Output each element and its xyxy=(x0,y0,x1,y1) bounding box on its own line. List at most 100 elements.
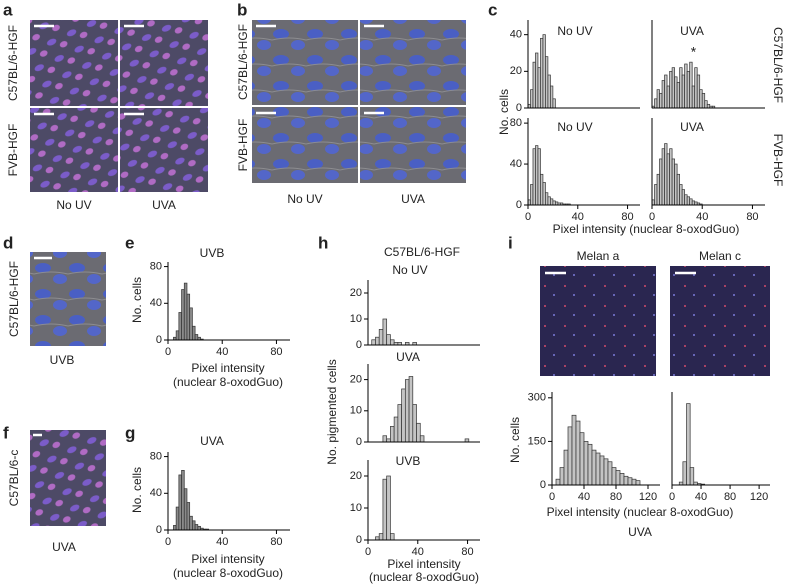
x-tick-label: 0 xyxy=(165,536,171,548)
y-tick-label: 80 xyxy=(510,117,522,129)
bar xyxy=(537,67,541,109)
x-tick-label: 0 xyxy=(549,491,555,503)
bar xyxy=(416,422,421,443)
bar xyxy=(375,336,380,346)
bar xyxy=(676,173,680,206)
bar xyxy=(390,533,395,541)
bar xyxy=(175,330,180,341)
bar xyxy=(666,153,670,206)
y-axis-label: No. pigmented cells xyxy=(325,359,339,464)
bar xyxy=(382,318,388,346)
bar xyxy=(686,70,691,109)
bar xyxy=(619,473,625,486)
bar xyxy=(408,376,414,443)
bar xyxy=(684,63,688,109)
x-axis-label: Pixel intensity xyxy=(191,552,264,566)
bar xyxy=(197,525,201,531)
x-tick-label: 0 xyxy=(669,491,675,503)
panel-label: a xyxy=(3,0,13,19)
x-axis-label: (nuclear 8-oxodGuo) xyxy=(173,375,283,389)
bar xyxy=(183,488,188,531)
caption: UVB xyxy=(50,353,75,367)
bar xyxy=(397,404,402,443)
bar xyxy=(189,307,193,341)
caption: UVA xyxy=(52,540,76,554)
bar xyxy=(701,92,706,109)
caption: UVA xyxy=(628,525,652,539)
bar xyxy=(627,477,633,486)
x-tick-label: 80 xyxy=(724,491,736,503)
bar xyxy=(671,158,675,206)
row-label: C57BL/6-HGF xyxy=(6,25,20,101)
x-tick-label: 40 xyxy=(696,211,708,223)
bar xyxy=(571,414,577,486)
bar xyxy=(540,37,544,109)
bar xyxy=(540,173,544,206)
bar xyxy=(674,163,678,206)
row-label: C57BL/6-c xyxy=(7,450,21,507)
bar xyxy=(669,70,673,109)
row-label: C57BL/6-HGF xyxy=(771,27,785,103)
micrograph xyxy=(30,430,106,526)
micrograph xyxy=(30,20,118,106)
bar xyxy=(535,52,539,109)
x-tick-label: 80 xyxy=(746,211,758,223)
column-label: UVA xyxy=(401,192,425,206)
micrograph xyxy=(540,266,656,376)
y-tick-label: 10 xyxy=(350,313,362,325)
bar xyxy=(382,435,388,443)
bar xyxy=(550,85,554,109)
panel-label: g xyxy=(125,423,135,442)
bar xyxy=(175,506,180,531)
bar xyxy=(378,533,384,541)
bar xyxy=(532,61,536,109)
bar xyxy=(579,432,585,486)
bar xyxy=(189,515,193,531)
bar xyxy=(595,452,601,486)
y-axis-label: No. cells xyxy=(508,417,522,463)
panel-header: C57BL/6-HGF xyxy=(384,245,460,259)
bar xyxy=(178,474,182,531)
bar xyxy=(563,449,569,486)
y-tick-label: 40 xyxy=(150,487,162,499)
micrograph xyxy=(120,20,208,106)
bar xyxy=(659,158,663,206)
bar xyxy=(550,198,554,206)
bar xyxy=(401,388,406,443)
bar xyxy=(681,74,685,109)
y-tick-label: 0 xyxy=(156,524,162,536)
bar xyxy=(583,441,589,486)
bar xyxy=(552,200,556,206)
column-label: Melan a xyxy=(577,249,620,263)
bar xyxy=(664,74,668,109)
bar xyxy=(686,196,691,206)
x-tick-label: 40 xyxy=(216,346,228,358)
bar xyxy=(669,148,673,206)
y-tick-label: 40 xyxy=(510,158,522,170)
y-tick-label: 20 xyxy=(350,287,362,299)
x-tick-label: 120 xyxy=(750,491,768,503)
x-axis-label: Pixel intensity (nuclear 8-oxodGuo) xyxy=(553,222,740,236)
x-tick-label: 40 xyxy=(216,536,228,548)
bar xyxy=(689,61,693,109)
panel-label: h xyxy=(318,233,328,252)
y-tick-label: 150 xyxy=(528,435,546,447)
y-tick-label: 10 xyxy=(350,405,362,417)
panel-label: e xyxy=(125,233,134,252)
bar xyxy=(691,85,696,109)
bar xyxy=(194,334,199,341)
chart-title: UVB xyxy=(200,246,225,260)
chart-title: UVA xyxy=(680,24,704,38)
y-tick-label: 0 xyxy=(540,479,546,491)
x-tick-label: 80 xyxy=(461,546,473,558)
bar xyxy=(694,67,698,109)
bar xyxy=(173,525,177,531)
y-tick-label: 300 xyxy=(528,392,546,404)
x-tick-label: 80 xyxy=(621,211,633,223)
y-tick-label: 0 xyxy=(356,436,362,448)
bar xyxy=(611,467,617,486)
micrograph xyxy=(670,266,770,376)
x-tick-label: 0 xyxy=(525,211,531,223)
x-axis-label: Pixel intensity (nuclear 8-oxodGuo) xyxy=(547,505,734,519)
